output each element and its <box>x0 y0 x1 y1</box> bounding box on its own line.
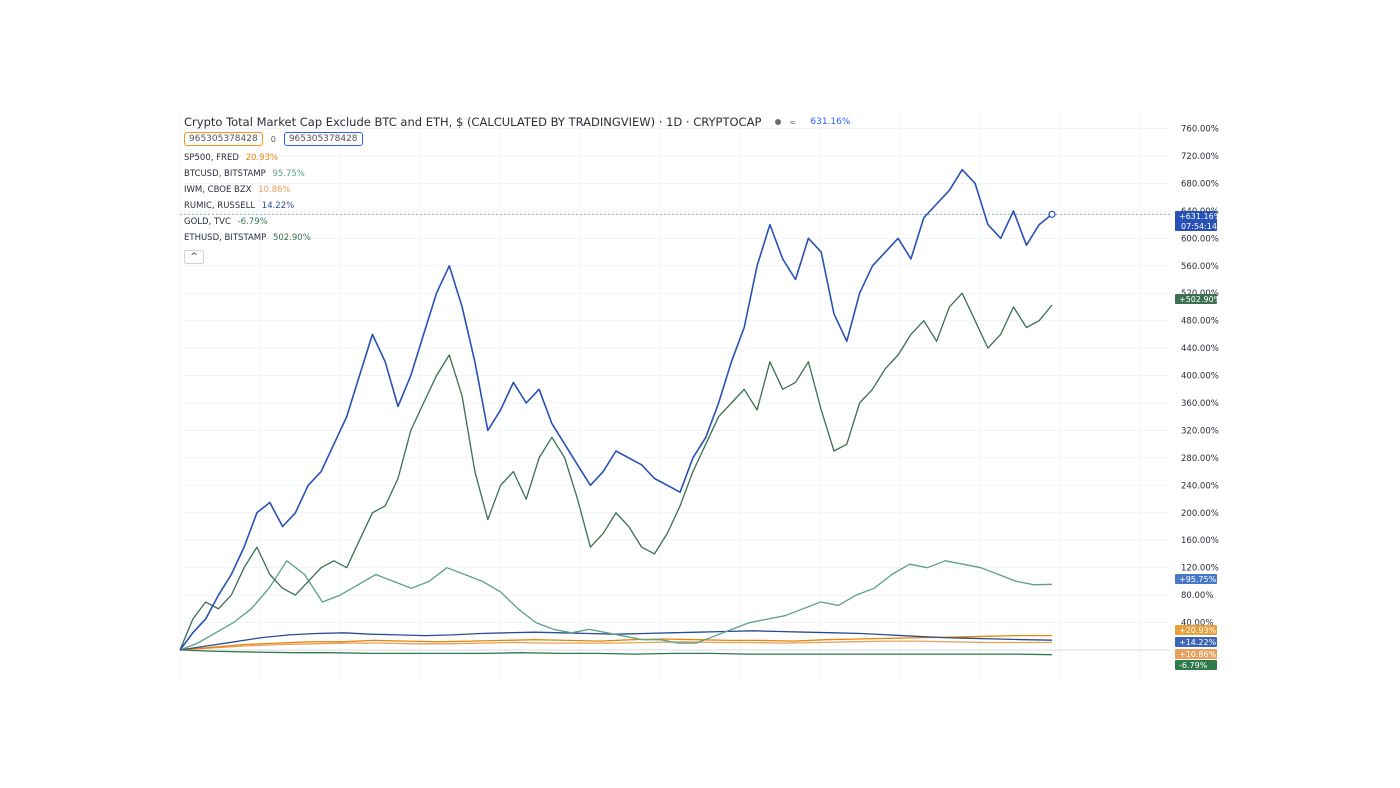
last-label-rumic: +14.22% <box>1179 638 1217 647</box>
series-line-eth <box>179 292 1053 651</box>
last-label-bg-btc <box>1175 574 1217 584</box>
last-label-btc: +95.75% <box>1179 575 1217 584</box>
y-tick-label: 400.00% <box>1181 372 1219 382</box>
y-tick-label: 680.00% <box>1181 179 1219 189</box>
last-label-bg-main <box>1175 211 1217 231</box>
main-last-point[interactable] <box>1048 210 1056 218</box>
legend-name: GOLD, TVC <box>184 217 231 227</box>
y-tick-label: 160.00% <box>1181 536 1219 546</box>
legend-name: ETHUSD, BITSTAMP <box>184 233 267 243</box>
legend-item-iwm[interactable]: IWM, CBOE BZX 10.86% <box>184 182 850 198</box>
legend-item-rumic[interactable]: RUMIC, RUSSELL 14.22% <box>184 198 850 214</box>
y-tick-label: 320.00% <box>1181 426 1219 436</box>
legend-value: 502.90% <box>272 233 311 243</box>
legend-item-btcusd[interactable]: BTCUSD, BITSTAMP 95.75% <box>184 166 850 182</box>
y-tick-label: 440.00% <box>1181 344 1219 354</box>
chart-legend: Crypto Total Market Cap Exclude BTC and … <box>184 114 850 264</box>
last-label-gold: -6.79% <box>1179 661 1208 670</box>
legend-name: BTCUSD, BITSTAMP <box>184 169 266 179</box>
last-label-bg-gold <box>1175 660 1217 670</box>
y-tick-label: 600.00% <box>1181 234 1219 244</box>
legend-value: 20.93% <box>245 153 278 163</box>
series-line-sp500 <box>179 634 1052 651</box>
chevron-up-icon: ^ <box>190 252 198 262</box>
settings-equals-icon[interactable]: ≈ <box>789 117 797 127</box>
y-tick-label: 360.00% <box>1181 399 1219 409</box>
input-left[interactable]: 965305378428 <box>184 132 263 146</box>
legend-value: 95.75% <box>272 169 305 179</box>
main-value: 631.16% <box>810 117 851 127</box>
last-label-eth: +502.90% <box>1179 295 1222 304</box>
series-lines <box>179 168 1170 656</box>
input-mid: 0 <box>270 134 276 144</box>
symbol-inputs: 965305378428 0 965305378428 <box>184 132 850 146</box>
legend-name: IWM, CBOE BZX <box>184 185 252 195</box>
y-tick-label: 760.00% <box>1181 125 1219 135</box>
last-value-labels: +631.16%07:54:14 +502.90% +95.75% +20.93% +1… <box>1175 211 1222 670</box>
y-tick-label: 280.00% <box>1181 454 1219 464</box>
last-label-bg-rumic <box>1175 637 1217 647</box>
legend-item-sp500[interactable]: SP500, FRED 20.93% <box>184 150 850 166</box>
last-label-bg-iwm <box>1175 649 1217 659</box>
y-tick-label: 120.00% <box>1181 564 1219 574</box>
legend-value: -6.79% <box>237 217 268 227</box>
grid-lines <box>179 114 1170 676</box>
y-tick-label: 200.00% <box>1181 509 1219 519</box>
title-row: Crypto Total Market Cap Exclude BTC and … <box>184 114 850 130</box>
y-tick-label: 560.00% <box>1181 262 1219 272</box>
legend-item-gold[interactable]: GOLD, TVC -6.79% <box>184 214 850 230</box>
legend-value: 14.22% <box>261 201 295 211</box>
countdown-label: 07:54:14 <box>1181 222 1217 231</box>
input-right[interactable]: 965305378428 <box>283 132 363 146</box>
legend-item-ethusd[interactable]: ETHUSD, BITSTAMP 502.90% <box>184 230 850 246</box>
series-list: SP500, FRED 20.93% BTCUSD, BITSTAMP 95.7… <box>184 150 850 246</box>
series-line-main <box>179 168 1053 651</box>
legend-name: RUMIC, RUSSELL <box>184 201 256 211</box>
last-label-bg-eth <box>1175 294 1217 304</box>
y-axis: 760.00%720.00%680.00%640.00%600.00%560.0… <box>1181 125 1219 629</box>
legend-value: 10.86% <box>258 185 291 195</box>
visibility-dot-icon[interactable] <box>775 119 782 125</box>
y-tick-label: 480.00% <box>1181 317 1219 327</box>
y-tick-label: 40.00% <box>1181 619 1213 629</box>
y-tick-label: 720.00% <box>1181 152 1219 162</box>
collapse-legend-button[interactable]: ^ <box>184 250 204 264</box>
last-label-bg-sp500 <box>1175 625 1217 635</box>
series-line-iwm <box>179 640 1052 651</box>
series-line-btc <box>179 560 1053 651</box>
chart-title: Crypto Total Market Cap Exclude BTC and … <box>184 115 762 129</box>
series-line-gold <box>179 649 1053 656</box>
last-label-sp500: +20.93% <box>1179 626 1217 635</box>
y-tick-label: 240.00% <box>1181 481 1219 491</box>
last-label-main: +631.16% <box>1179 212 1222 221</box>
y-tick-label: 80.00% <box>1181 591 1213 601</box>
legend-name: SP500, FRED <box>184 153 239 163</box>
last-label-iwm: +10.86% <box>1179 650 1217 659</box>
